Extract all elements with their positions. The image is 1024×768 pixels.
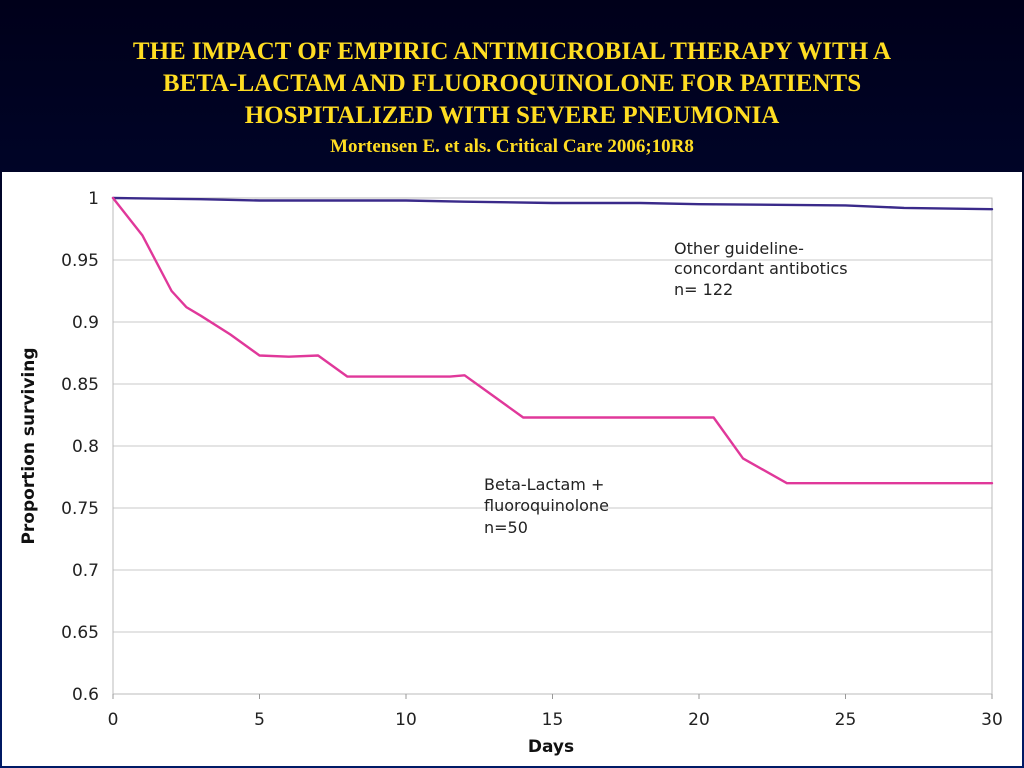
series-line-other [111,196,994,211]
x-tick-label: 0 [108,710,119,730]
title-line-1: THE IMPACT OF EMPIRIC ANTIMICROBIAL THER… [132,38,892,65]
x-tick-label: 5 [254,710,265,730]
axes [112,197,993,699]
title-line-2: BETA-LACTAM AND FLUOROQUINOLONE FOR PATI… [162,70,862,97]
x-tick-label: 30 [981,710,1003,730]
slide-header: THE IMPACT OF EMPIRIC ANTIMICROBIAL THER… [0,0,1024,170]
series-label-beta-lactam-line-3: n=50 [484,518,528,537]
y-tick-label: 0.75 [61,499,99,519]
y-tick-label: 0.95 [61,251,99,271]
series-line-beta-lactam [111,196,994,485]
grid-lines [113,197,992,695]
y-tick-label: 0.6 [72,685,99,705]
y-tick-label: 0.65 [61,623,99,643]
y-axis-title: Proportion surviving [19,347,39,544]
series-label-beta-lactam: Beta-Lactam + fluoroquinolone n=50 [484,475,614,537]
y-tick-label: 0.9 [72,313,99,333]
x-tick-label: 25 [835,710,857,730]
slide-title: THE IMPACT OF EMPIRIC ANTIMICROBIAL THER… [40,36,984,132]
series-label-other: Other guideline- concordant antibotics n… [674,239,853,299]
y-tick-label: 0.7 [72,561,99,581]
citation: Mortensen E. et als. Critical Care 2006;… [330,136,694,157]
series-label-beta-lactam-line-1: Beta-Lactam + [484,475,604,494]
title-line-3: HOSPITALIZED WITH SEVERE PNEUMONIA [244,102,780,129]
x-tick-label: 15 [542,710,564,730]
tick-labels: 1 0.95 0.9 0.85 0.8 0.75 0.7 0.65 0.6 0 5 10 15 20 25 3… [61,189,1003,730]
y-tick-label: 1 [88,189,99,209]
series-label-other-line-2: concordant antibotics [674,259,848,278]
series-label-other-line-3: n= 122 [674,280,733,299]
survival-chart: 1 0.95 0.9 0.85 0.8 0.75 0.7 0.65 0.6 0 5 10 15 20 25 3… [19,189,1003,757]
series-lines [111,196,994,485]
chart-panel: 1 0.95 0.9 0.85 0.8 0.75 0.7 0.65 0.6 0 5 10 15 20 25 3… [2,172,1022,766]
x-tick-label: 10 [395,710,417,730]
x-tick-label: 20 [688,710,710,730]
y-tick-label: 0.8 [72,437,99,457]
x-axis-title: Days [528,737,574,757]
series-label-beta-lactam-line-2: fluoroquinolone [484,496,609,515]
y-tick-label: 0.85 [61,375,99,395]
series-label-other-line-1: Other guideline- [674,239,804,258]
